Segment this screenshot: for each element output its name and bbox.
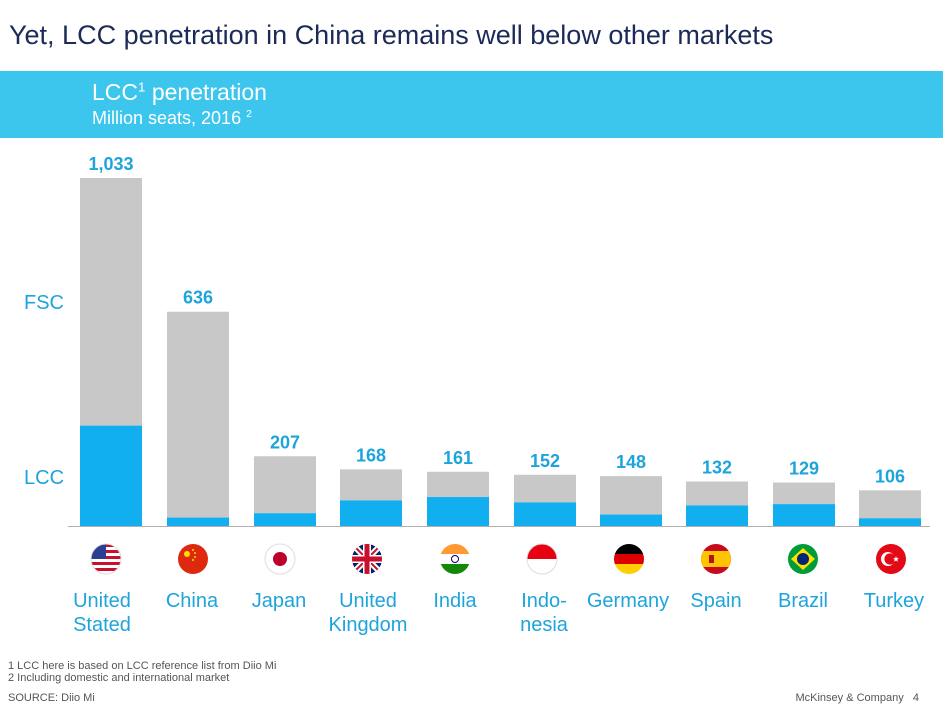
total-label-indonesia: 152 xyxy=(530,451,560,471)
total-label-china: 636 xyxy=(183,288,213,308)
spain-flag-icon xyxy=(701,544,731,574)
bar-lcc-brazil xyxy=(773,504,835,526)
lcc-series-label: LCC xyxy=(24,467,65,489)
country-label-india: India xyxy=(433,590,477,612)
page-title: Yet, LCC penetration in China remains we… xyxy=(9,20,774,50)
bar-lcc-turkey xyxy=(859,518,921,526)
bar-lcc-spain xyxy=(686,505,748,526)
total-label-india: 161 xyxy=(443,448,473,468)
country-label-brazil: Brazil xyxy=(777,590,828,612)
bar-fsc-japan xyxy=(254,456,316,514)
source-note: SOURCE: Diio Mi xyxy=(8,692,95,704)
brazil-flag-icon xyxy=(788,544,818,574)
footnote-2: 2 Including domestic and international m… xyxy=(8,672,230,684)
country-label-japan: Japan xyxy=(251,590,307,612)
bar-fsc-brazil xyxy=(773,482,835,505)
bar-lcc-japan xyxy=(254,513,316,526)
total-label-brazil: 129 xyxy=(789,459,819,479)
page-number: 4 xyxy=(912,692,919,704)
bar-fsc-turkey xyxy=(859,490,921,519)
country-label-germany: Germany xyxy=(586,590,670,612)
country-label-turkey: Turkey xyxy=(863,590,925,612)
bar-lcc-indonesia xyxy=(514,502,576,526)
india-flag-icon xyxy=(440,544,470,574)
total-label-japan: 207 xyxy=(270,432,300,452)
uk-flag-icon xyxy=(352,544,382,574)
total-label-united-stated: 1,033 xyxy=(88,154,133,174)
bar-lcc-china xyxy=(167,517,229,526)
china-flag-icon xyxy=(178,544,208,574)
bar-fsc-germany xyxy=(600,476,662,515)
bar-fsc-united-kingdom xyxy=(340,469,402,501)
bar-fsc-united-stated xyxy=(80,178,142,426)
bar-lcc-united-kingdom xyxy=(340,500,402,526)
bar-lcc-united-stated xyxy=(80,425,142,526)
chart-title: LCC1 penetration xyxy=(92,79,267,105)
total-label-germany: 148 xyxy=(616,452,646,472)
chart-header-banner: LCC1 penetration Million seats, 2016 2 xyxy=(0,71,943,138)
total-label-united-kingdom: 168 xyxy=(356,445,386,465)
bar-fsc-indonesia xyxy=(514,474,576,503)
chart-subtitle: Million seats, 2016 2 xyxy=(92,108,252,128)
footer-brand: McKinsey & Company 4 xyxy=(795,692,919,704)
stacked-bar-chart: 1,033 636 207 168 161 152 148 132 129 106 xyxy=(68,154,930,527)
bar-lcc-germany xyxy=(600,514,662,526)
total-label-spain: 132 xyxy=(702,458,732,478)
country-label-spain: Spain xyxy=(690,590,742,612)
country-label-indonesia: Indo-nesia xyxy=(520,590,568,636)
country-label-china: China xyxy=(165,590,219,612)
country-label-united-stated: United Stated xyxy=(73,590,131,636)
indonesia-flag-icon xyxy=(526,543,558,575)
bar-fsc-china xyxy=(167,311,229,518)
bar-fsc-india xyxy=(427,471,489,498)
bar-fsc-spain xyxy=(686,481,748,506)
bar-lcc-india xyxy=(427,497,489,526)
total-label-turkey: 106 xyxy=(875,466,905,486)
turkey-flag-icon xyxy=(876,544,906,574)
usa-flag-icon xyxy=(90,543,122,575)
country-label-united-kingdom: United Kingdom xyxy=(328,590,408,636)
fsc-series-label: FSC xyxy=(24,292,64,314)
japan-flag-icon xyxy=(264,543,296,575)
footnote-1: 1 LCC here is based on LCC reference lis… xyxy=(8,660,277,672)
germany-flag-icon xyxy=(614,544,644,574)
